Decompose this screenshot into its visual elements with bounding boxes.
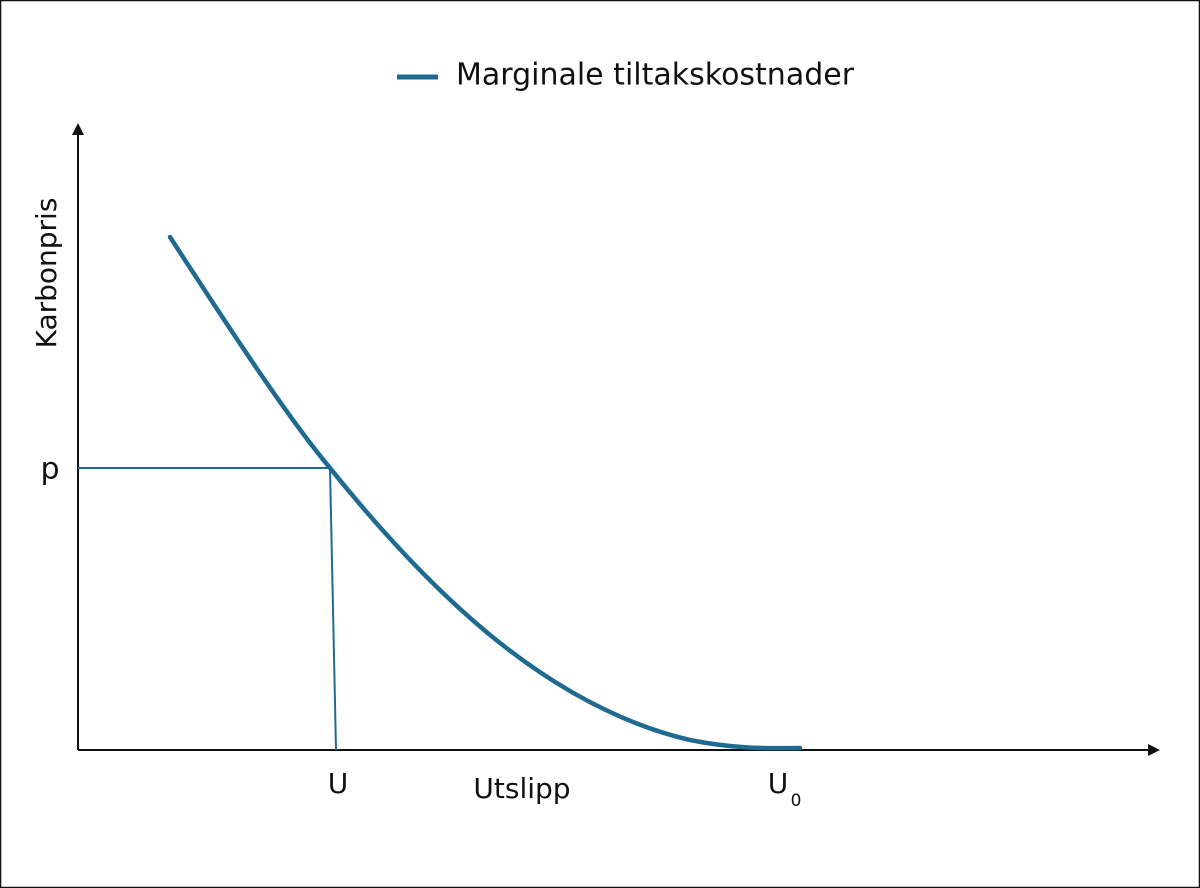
y-axis-label: Karbonpris	[30, 198, 63, 349]
emission-line	[329, 467, 337, 751]
price-label: p	[40, 452, 59, 487]
legend-label: Marginale tiltakskostnader	[456, 58, 855, 93]
baseline-label: U	[768, 767, 789, 800]
mac-curve	[167, 234, 803, 751]
baseline-subscript: 0	[791, 791, 802, 811]
x-axis-label: Utslipp	[473, 772, 570, 805]
emission-label: U	[328, 767, 349, 800]
